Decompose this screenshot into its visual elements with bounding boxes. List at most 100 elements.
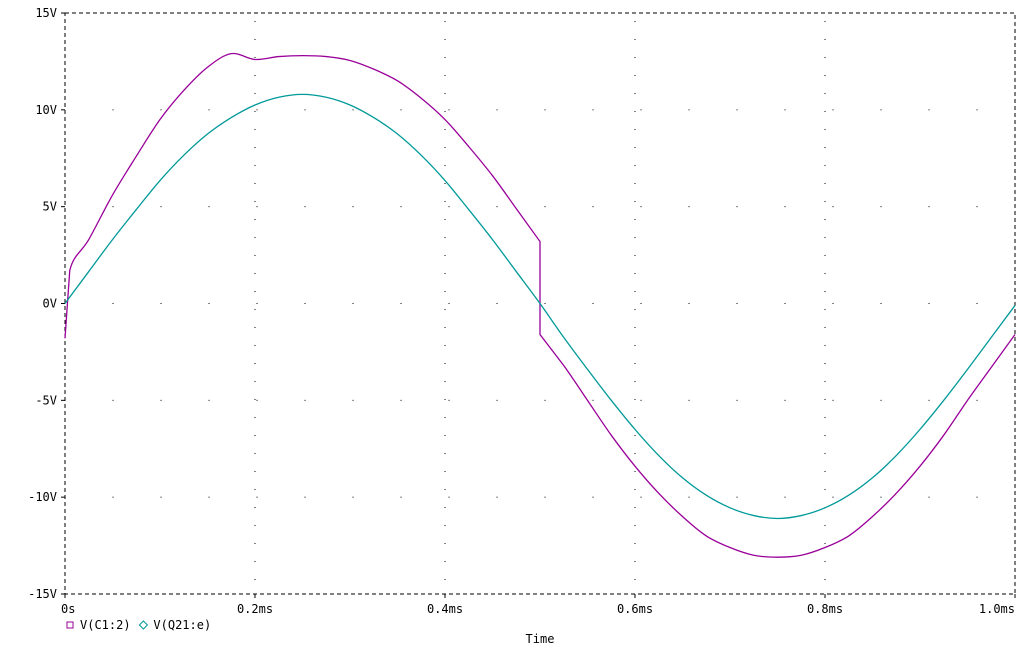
grid-dot bbox=[256, 109, 258, 111]
grid-dot bbox=[254, 21, 256, 22]
grid-dot bbox=[448, 109, 450, 111]
grid-dot bbox=[444, 93, 446, 94]
grid-dot bbox=[112, 303, 114, 304]
grid-dot bbox=[352, 206, 354, 208]
grid-dot bbox=[444, 21, 446, 22]
grid-dot bbox=[160, 399, 162, 401]
grid-dot bbox=[784, 496, 786, 498]
grid-dot bbox=[824, 129, 826, 130]
grid-dot bbox=[824, 291, 826, 292]
grid-dot bbox=[208, 496, 210, 498]
grid-dot bbox=[254, 399, 256, 400]
plot-frame bbox=[64, 12, 1016, 595]
grid-dot bbox=[634, 471, 636, 472]
grid-dot bbox=[444, 219, 446, 220]
grid-dot bbox=[544, 399, 546, 401]
grid-dot bbox=[254, 381, 256, 382]
grid-dot bbox=[634, 543, 636, 544]
x-axis-title: Time bbox=[526, 632, 555, 646]
grid-dot bbox=[634, 579, 636, 580]
grid-dot bbox=[824, 345, 826, 346]
grid-dot bbox=[736, 206, 738, 208]
grid-dot bbox=[444, 273, 446, 274]
grid-dot bbox=[496, 399, 498, 401]
legend-square-marker-icon bbox=[66, 621, 74, 629]
grid-dot bbox=[592, 496, 594, 498]
grid-dot bbox=[634, 219, 636, 220]
grid-dot bbox=[160, 206, 162, 208]
grid-dot bbox=[400, 303, 402, 304]
grid-dot bbox=[928, 303, 930, 304]
grid-dot bbox=[634, 489, 636, 490]
y-tick-label: 0V bbox=[43, 297, 57, 311]
grid-dot bbox=[304, 206, 306, 208]
grid-dot bbox=[784, 399, 786, 401]
grid-dot bbox=[254, 111, 256, 112]
grid-dot bbox=[254, 183, 256, 184]
grid-dot bbox=[254, 39, 256, 40]
grid-dot bbox=[544, 496, 546, 498]
grid-dot bbox=[634, 363, 636, 364]
grid-dot bbox=[928, 496, 930, 498]
grid-dot bbox=[444, 255, 446, 256]
grid-dot bbox=[352, 303, 354, 304]
grid-dot bbox=[444, 399, 446, 400]
grid-dot bbox=[112, 399, 114, 401]
grid-dot bbox=[688, 399, 690, 401]
grid-dot bbox=[634, 381, 636, 382]
grid-dot bbox=[304, 303, 306, 304]
grid-dot bbox=[634, 273, 636, 274]
grid-dot bbox=[304, 109, 306, 111]
legend-diamond-marker-icon bbox=[138, 620, 149, 630]
grid bbox=[112, 21, 978, 580]
grid-dot bbox=[976, 109, 978, 111]
grid-dot bbox=[444, 165, 446, 166]
grid-dot bbox=[634, 399, 636, 400]
grid-dot bbox=[256, 496, 258, 498]
grid-dot bbox=[640, 206, 642, 208]
grid-dot bbox=[254, 255, 256, 256]
grid-dot bbox=[640, 303, 642, 304]
grid-dot bbox=[254, 291, 256, 292]
grid-dot bbox=[444, 363, 446, 364]
grid-dot bbox=[634, 165, 636, 166]
grid-dot bbox=[832, 303, 834, 304]
x-axis: 0s 0.2ms 0.4ms 0.6ms 0.8ms 1.0ms bbox=[61, 594, 1016, 616]
grid-dot bbox=[112, 496, 114, 498]
grid-dot bbox=[208, 206, 210, 208]
grid-dot bbox=[824, 417, 826, 418]
grid-dot bbox=[824, 525, 826, 526]
grid-dot bbox=[832, 399, 834, 401]
grid-dot bbox=[928, 109, 930, 111]
grid-dot bbox=[634, 237, 636, 238]
grid-dot bbox=[444, 471, 446, 472]
grid-dot bbox=[304, 399, 306, 401]
grid-dot bbox=[444, 561, 446, 562]
grid-dot bbox=[634, 561, 636, 562]
grid-dot bbox=[880, 303, 882, 304]
grid-dot bbox=[254, 345, 256, 346]
grid-dot bbox=[824, 489, 826, 490]
grid-dot bbox=[254, 93, 256, 94]
grid-dot bbox=[444, 201, 446, 202]
grid-dot bbox=[824, 579, 826, 580]
grid-dot bbox=[254, 561, 256, 562]
grid-dot bbox=[634, 21, 636, 22]
grid-dot bbox=[448, 496, 450, 498]
grid-dot bbox=[634, 75, 636, 76]
grid-dot bbox=[824, 435, 826, 436]
grid-dot bbox=[688, 109, 690, 111]
grid-dot bbox=[634, 291, 636, 292]
grid-dot bbox=[544, 109, 546, 111]
grid-dot bbox=[160, 109, 162, 111]
grid-dot bbox=[824, 201, 826, 202]
legend[interactable]: V(C1:2) V(Q21:e) bbox=[66, 618, 211, 632]
grid-dot bbox=[824, 399, 826, 400]
series-group bbox=[64, 52, 1016, 558]
grid-dot bbox=[976, 399, 978, 401]
grid-dot bbox=[634, 201, 636, 202]
y-tick-label: -5V bbox=[35, 393, 57, 407]
grid-dot bbox=[254, 309, 256, 310]
grid-dot bbox=[736, 109, 738, 111]
